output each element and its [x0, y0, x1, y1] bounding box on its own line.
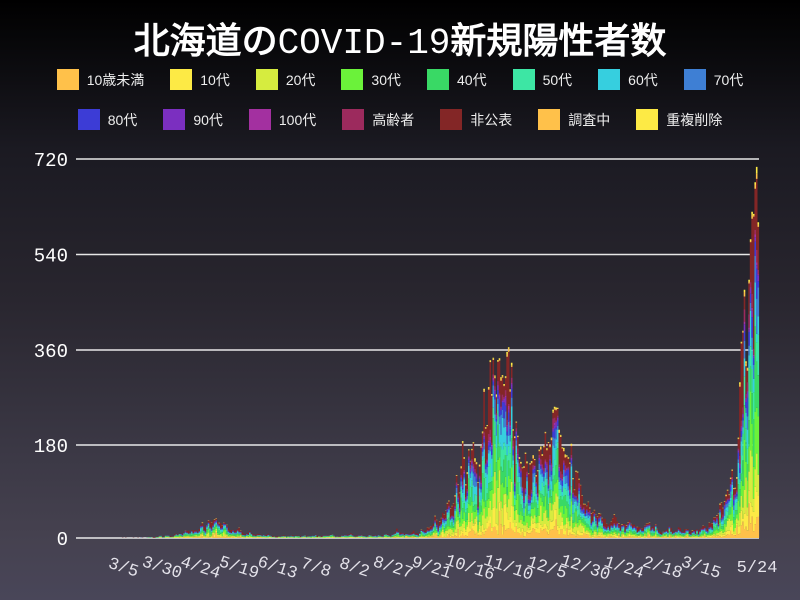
svg-text:3/30: 3/30 [139, 553, 184, 584]
svg-text:2/18: 2/18 [640, 553, 685, 584]
svg-text:360: 360 [34, 341, 68, 363]
svg-text:8/27: 8/27 [370, 553, 415, 584]
svg-text:0: 0 [57, 529, 68, 551]
svg-text:5/24: 5/24 [737, 559, 778, 578]
svg-text:4/24: 4/24 [178, 553, 223, 584]
svg-text:8/2: 8/2 [337, 555, 372, 583]
svg-text:180: 180 [34, 436, 68, 458]
svg-text:3/15: 3/15 [678, 553, 723, 584]
svg-text:6/13: 6/13 [255, 553, 300, 584]
svg-text:540: 540 [34, 246, 68, 268]
svg-text:720: 720 [34, 150, 68, 172]
svg-text:7/8: 7/8 [298, 555, 333, 583]
svg-text:3/5: 3/5 [106, 555, 141, 583]
svg-text:5/19: 5/19 [216, 553, 261, 584]
